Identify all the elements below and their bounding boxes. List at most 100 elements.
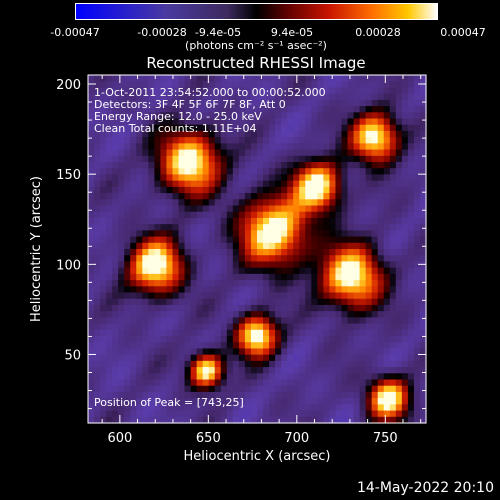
heatmap-cell bbox=[305, 174, 312, 182]
heatmap-cell bbox=[275, 280, 282, 287]
heatmap-cell bbox=[196, 143, 204, 151]
heatmap-cell bbox=[407, 186, 415, 194]
heatmap-cell bbox=[377, 379, 385, 387]
heatmap-cell bbox=[208, 217, 216, 225]
heatmap-cell bbox=[359, 416, 367, 424]
heatmap-cell bbox=[130, 75, 137, 82]
heatmap-cell bbox=[365, 186, 373, 194]
heatmap-cell bbox=[232, 379, 240, 387]
heatmap-cell bbox=[323, 292, 331, 300]
heatmap-cell bbox=[190, 217, 198, 225]
heatmap-cell bbox=[359, 391, 367, 399]
heatmap-cell bbox=[257, 354, 264, 362]
heatmap-cell bbox=[232, 286, 240, 294]
heatmap-cell bbox=[263, 118, 270, 126]
heatmap-cell bbox=[323, 416, 331, 424]
heatmap-cell bbox=[130, 124, 137, 132]
heatmap-cell bbox=[148, 242, 155, 250]
heatmap-cell bbox=[353, 130, 361, 138]
heatmap-cell bbox=[383, 286, 391, 294]
heatmap-cell bbox=[281, 217, 288, 225]
heatmap-cell bbox=[208, 224, 216, 231]
heatmap-cell bbox=[88, 224, 95, 231]
heatmap-cell bbox=[136, 329, 143, 337]
heatmap-cell bbox=[383, 186, 391, 194]
heatmap-cell bbox=[106, 280, 113, 287]
heatmap-cell bbox=[172, 416, 180, 424]
heatmap-cell bbox=[250, 410, 258, 418]
heatmap-cell bbox=[383, 292, 391, 300]
heatmap-cell bbox=[293, 323, 300, 331]
heatmap-cell bbox=[112, 273, 119, 281]
heatmap-cell bbox=[250, 348, 258, 356]
heatmap-cell bbox=[263, 286, 270, 294]
heatmap-cell bbox=[190, 242, 198, 250]
heatmap-cell bbox=[232, 75, 240, 82]
heatmap-cell bbox=[196, 292, 204, 300]
heatmap-cell bbox=[244, 149, 252, 157]
heatmap-cell bbox=[202, 137, 210, 144]
heatmap-cell bbox=[190, 93, 198, 101]
heatmap-cell bbox=[311, 249, 318, 256]
heatmap-cell bbox=[281, 155, 288, 163]
heatmap-cell bbox=[232, 354, 240, 362]
heatmap-cell bbox=[136, 180, 143, 188]
heatmap-cell bbox=[317, 342, 324, 350]
heatmap-cell bbox=[118, 230, 125, 238]
heatmap-cell bbox=[389, 329, 397, 337]
heatmap-cell bbox=[220, 168, 228, 176]
heatmap-cell bbox=[323, 106, 331, 113]
heatmap-cell bbox=[106, 230, 113, 238]
heatmap-cell bbox=[220, 323, 228, 331]
heatmap-cell bbox=[100, 379, 107, 387]
heatmap-cell bbox=[154, 217, 162, 225]
heatmap-cell bbox=[178, 323, 186, 331]
heatmap-cell bbox=[269, 373, 276, 381]
heatmap-cell bbox=[377, 93, 385, 101]
heatmap-cell bbox=[377, 292, 385, 300]
heatmap-cell bbox=[220, 348, 228, 356]
heatmap-cell bbox=[238, 416, 246, 424]
heatmap-cell bbox=[419, 323, 427, 331]
heatmap-cell bbox=[136, 124, 143, 132]
heatmap-cell bbox=[275, 87, 282, 95]
heatmap-cell bbox=[172, 87, 180, 95]
heatmap-cell bbox=[184, 410, 192, 418]
heatmap-cell bbox=[154, 180, 162, 188]
heatmap-cell bbox=[244, 336, 252, 343]
heatmap-cell bbox=[377, 162, 385, 169]
heatmap-cell bbox=[220, 373, 228, 381]
heatmap-cell bbox=[202, 342, 210, 350]
heatmap-cell bbox=[413, 81, 421, 89]
heatmap-cell bbox=[244, 81, 252, 89]
heatmap-cell bbox=[172, 391, 180, 399]
heatmap-cell bbox=[389, 286, 397, 294]
heatmap-cell bbox=[214, 249, 222, 256]
heatmap-cell bbox=[395, 342, 403, 350]
heatmap-cell bbox=[88, 112, 95, 120]
heatmap-cell bbox=[244, 162, 252, 169]
heatmap-cell bbox=[323, 348, 331, 356]
heatmap-cell bbox=[130, 87, 137, 95]
heatmap-cell bbox=[407, 385, 415, 393]
heatmap-cell bbox=[202, 199, 210, 207]
heatmap-cell bbox=[371, 261, 379, 269]
heatmap-cell bbox=[208, 236, 216, 244]
heatmap-cell bbox=[100, 249, 107, 256]
heatmap-cell bbox=[335, 130, 343, 138]
heatmap-cell bbox=[166, 298, 174, 306]
heatmap-cell bbox=[88, 379, 95, 387]
heatmap-cell bbox=[299, 342, 306, 350]
heatmap-cell bbox=[353, 404, 361, 412]
heatmap-cell bbox=[395, 75, 403, 82]
heatmap-cell bbox=[353, 342, 361, 350]
heatmap-cell bbox=[88, 342, 95, 350]
heatmap-cell bbox=[293, 329, 300, 337]
heatmap-cell bbox=[166, 124, 174, 132]
heatmap-cell bbox=[305, 130, 312, 138]
heatmap-cell bbox=[269, 367, 276, 374]
heatmap-cell bbox=[94, 224, 101, 231]
heatmap-cell bbox=[184, 323, 192, 331]
heatmap-cell bbox=[299, 336, 306, 343]
heatmap-cell bbox=[184, 81, 192, 89]
